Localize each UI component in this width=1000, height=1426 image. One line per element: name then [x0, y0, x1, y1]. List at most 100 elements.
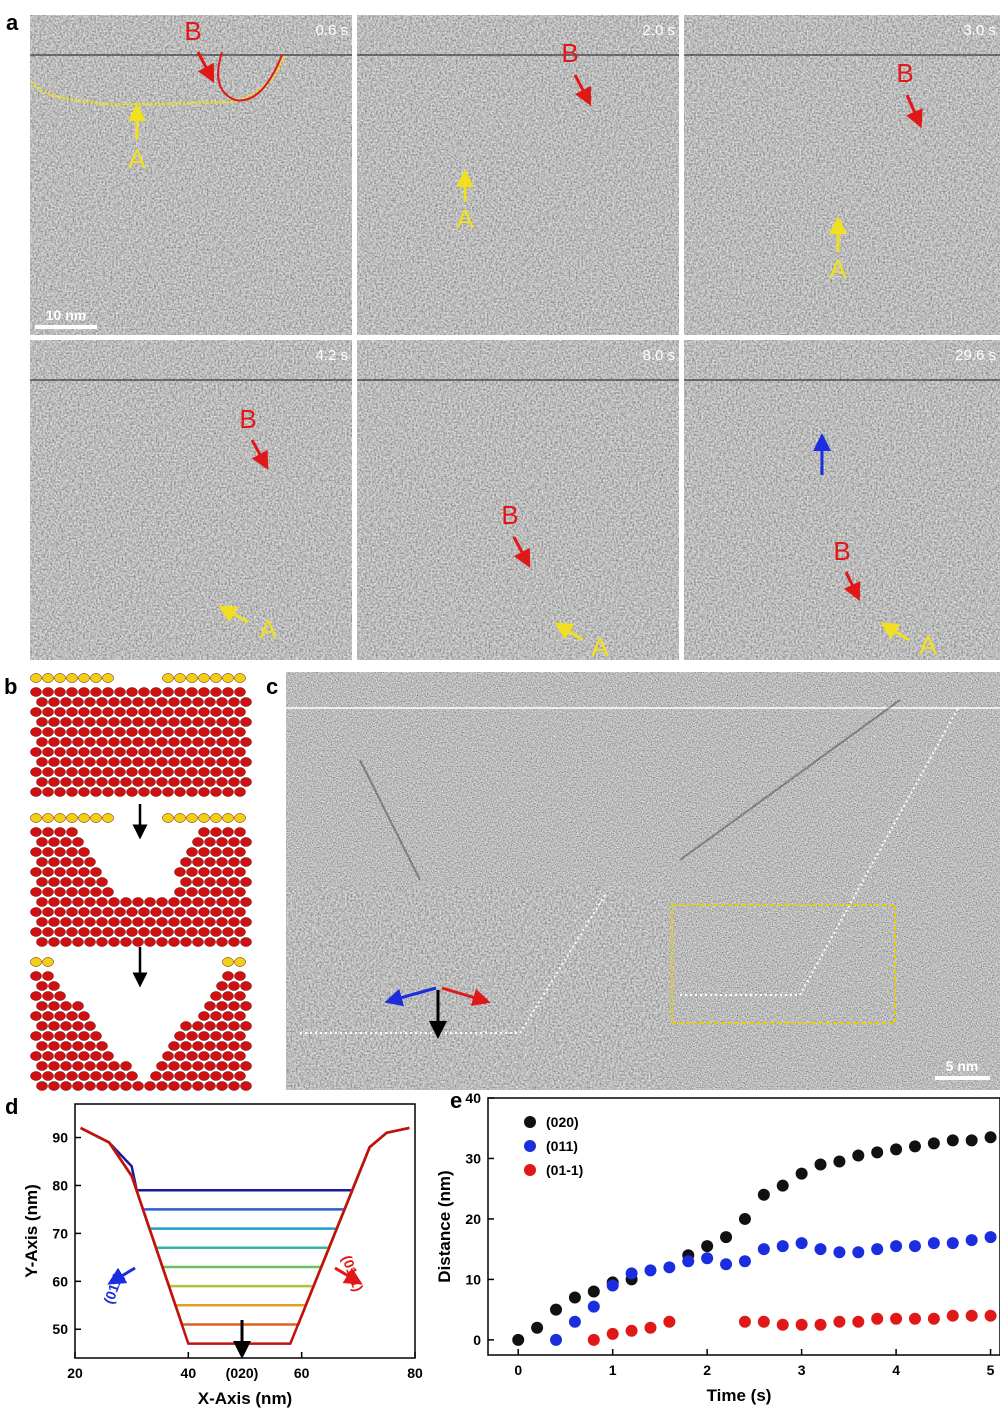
atom: [115, 908, 126, 917]
atom: [61, 718, 72, 727]
atom: [193, 758, 204, 767]
atom: [91, 1052, 102, 1061]
point: [720, 1231, 732, 1243]
contour: [81, 1128, 410, 1190]
atom: [55, 728, 66, 737]
point: [777, 1240, 789, 1252]
atom: [109, 698, 120, 707]
atom: [139, 788, 150, 797]
atom: [163, 814, 174, 823]
atom: [73, 858, 84, 867]
atom: [157, 778, 168, 787]
atom: [235, 1032, 246, 1041]
tem-image: [30, 340, 352, 660]
atom: [211, 814, 222, 823]
point: [871, 1313, 883, 1325]
atom: [169, 698, 180, 707]
atom: [199, 928, 210, 937]
point: [701, 1252, 713, 1264]
point: [928, 1237, 940, 1249]
atom: [55, 708, 66, 717]
atom: [49, 698, 60, 707]
atom: [91, 728, 102, 737]
atom: [55, 688, 66, 697]
atom: [115, 688, 126, 697]
atom: [187, 788, 198, 797]
atom: [205, 898, 216, 907]
atom: [91, 814, 102, 823]
atom: [169, 738, 180, 747]
atom: [235, 1072, 246, 1081]
atom: [157, 1062, 168, 1071]
atom: [187, 848, 198, 857]
atom: [193, 838, 204, 847]
atom: [31, 868, 42, 877]
marker-label: A: [456, 204, 474, 234]
x-tick-label: 0: [514, 1362, 522, 1378]
atom: [43, 972, 54, 981]
atom: [43, 958, 54, 967]
point: [852, 1316, 864, 1328]
point: [588, 1301, 600, 1313]
atom: [61, 738, 72, 747]
atom: [31, 828, 42, 837]
atom: [235, 688, 246, 697]
atom: [157, 918, 168, 927]
atom: [127, 728, 138, 737]
atom: [127, 748, 138, 757]
atom: [91, 1032, 102, 1041]
atom: [127, 768, 138, 777]
point: [550, 1334, 562, 1346]
atom: [211, 708, 222, 717]
time-label: 4.2 s: [315, 347, 348, 364]
atom: [205, 738, 216, 747]
atom: [85, 1082, 96, 1091]
point: [720, 1258, 732, 1270]
atom: [211, 768, 222, 777]
atom: [91, 868, 102, 877]
atom: [103, 748, 114, 757]
atom: [211, 1012, 222, 1021]
atom: [199, 788, 210, 797]
atom: [199, 868, 210, 877]
atom: [109, 938, 120, 947]
atom: [181, 758, 192, 767]
panel-d: d204060805060708090X-Axis (nm)Y-Axis (nm…: [5, 1094, 423, 1408]
atom: [223, 1052, 234, 1061]
point: [777, 1319, 789, 1331]
atom: [175, 1072, 186, 1081]
atom: [37, 982, 48, 991]
atom: [175, 674, 186, 683]
point: [512, 1334, 524, 1346]
atom: [217, 1062, 228, 1071]
atom: [217, 1082, 228, 1091]
atom: [229, 898, 240, 907]
point: [626, 1267, 638, 1279]
atom: [241, 1022, 252, 1031]
atom: [103, 928, 114, 937]
atom: [85, 1062, 96, 1071]
atom: [31, 814, 42, 823]
point: [739, 1316, 751, 1328]
atom: [193, 938, 204, 947]
atom: [37, 918, 48, 927]
atom: [43, 1012, 54, 1021]
atom: [43, 1032, 54, 1041]
atom: [91, 708, 102, 717]
atom: [169, 898, 180, 907]
atom: [91, 1072, 102, 1081]
atom: [199, 814, 210, 823]
point: [739, 1255, 751, 1267]
point: [663, 1261, 675, 1273]
atom: [133, 738, 144, 747]
atom: [97, 718, 108, 727]
legend-label: (020): [546, 1114, 579, 1130]
atom: [217, 778, 228, 787]
atom: [223, 674, 234, 683]
atom: [115, 708, 126, 717]
atom: [217, 718, 228, 727]
atom: [73, 1082, 84, 1091]
panel-label: c: [266, 674, 278, 699]
point: [985, 1310, 997, 1322]
atom: [103, 1052, 114, 1061]
